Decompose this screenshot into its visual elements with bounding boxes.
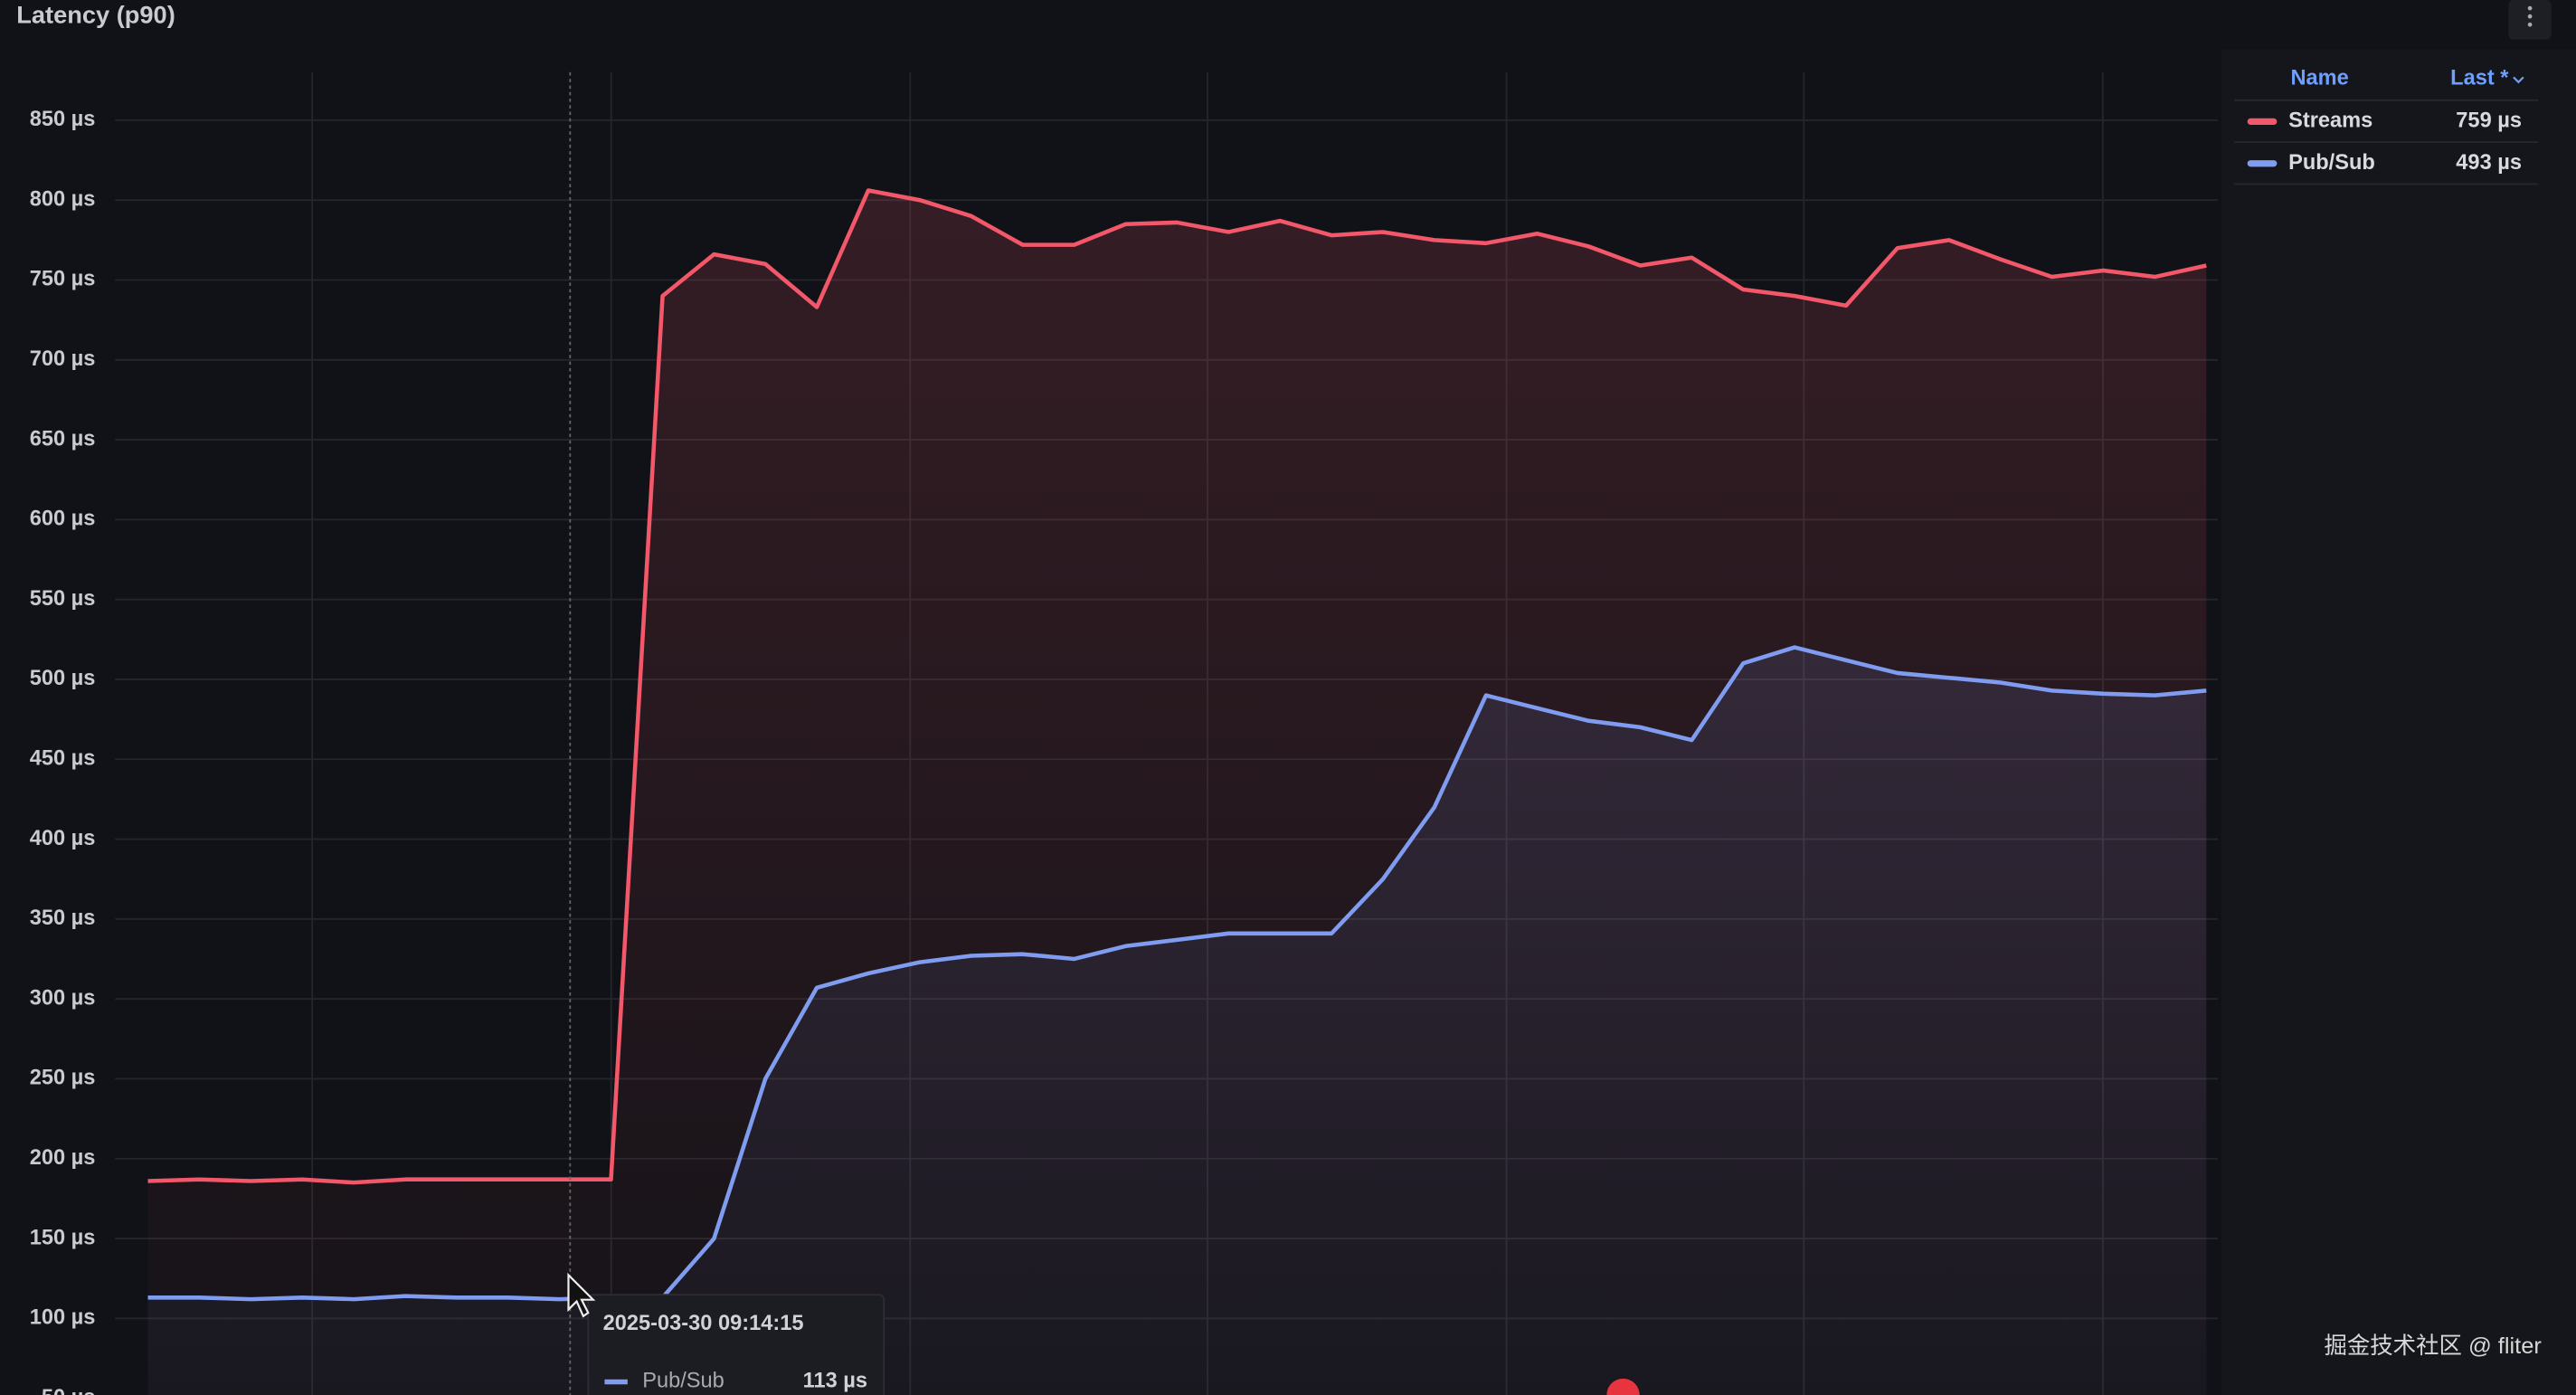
y-tick-label: 850 µs: [30, 108, 96, 131]
legend-header: Last *: [2450, 66, 2509, 90]
legend-label: Streams: [2288, 109, 2372, 133]
y-tick-label: 250 µs: [30, 1067, 96, 1090]
menu-bg[interactable]: [2508, 0, 2552, 40]
y-tick-label: 200 µs: [30, 1146, 96, 1170]
menu-button[interactable]: [2508, 0, 2552, 40]
y-tick-label: 700 µs: [30, 347, 96, 371]
tooltip-value: 113 µs: [803, 1370, 867, 1393]
y-tick-label: 300 µs: [30, 986, 96, 1010]
y-tick-label: 650 µs: [30, 427, 96, 451]
legend-panel: [2221, 49, 2576, 1395]
y-tick-label: 800 µs: [30, 187, 96, 211]
series-line: [147, 188, 2207, 1185]
series-line: [147, 645, 2207, 1302]
legend-header: Name: [2290, 66, 2348, 90]
y-tick-label: 550 µs: [30, 587, 96, 611]
y-tick-label: 450 µs: [30, 746, 96, 770]
sort-icon: [2513, 76, 2524, 84]
tooltip-box: [587, 1294, 886, 1395]
menu-dot: [2527, 22, 2533, 27]
tooltip-time: 2025-03-30 09:14:15: [603, 1312, 804, 1335]
y-tick-label: 50 µs: [42, 1386, 96, 1395]
y-tick-label: 400 µs: [30, 827, 96, 850]
legend-label: Pub/Sub: [2288, 151, 2375, 175]
watermark: 掘金技术社区 @ fliter: [2324, 1333, 2542, 1359]
series-area: [147, 647, 2207, 1395]
y-tick-label: 100 µs: [30, 1306, 96, 1330]
mouse-cursor: [567, 1272, 596, 1318]
legend-last: 759 µs: [2456, 109, 2522, 133]
tooltip: 2025-03-30 09:14:15 Pub/Sub 113 µs: [587, 1294, 886, 1395]
y-tick-label: 500 µs: [30, 667, 96, 690]
y-tick-label: 150 µs: [30, 1226, 96, 1249]
y-tick-label: 600 µs: [30, 508, 96, 531]
menu-dot: [2527, 14, 2533, 19]
y-tick-label: 350 µs: [30, 906, 96, 930]
tooltip-series: Pub/Sub: [642, 1370, 724, 1393]
record-indicator: [1606, 1378, 1640, 1395]
panel-title: Latency (p90): [16, 0, 175, 28]
menu-dot: [2527, 5, 2533, 11]
y-tick-label: 750 µs: [30, 268, 96, 291]
legend-last: 493 µs: [2456, 151, 2522, 175]
